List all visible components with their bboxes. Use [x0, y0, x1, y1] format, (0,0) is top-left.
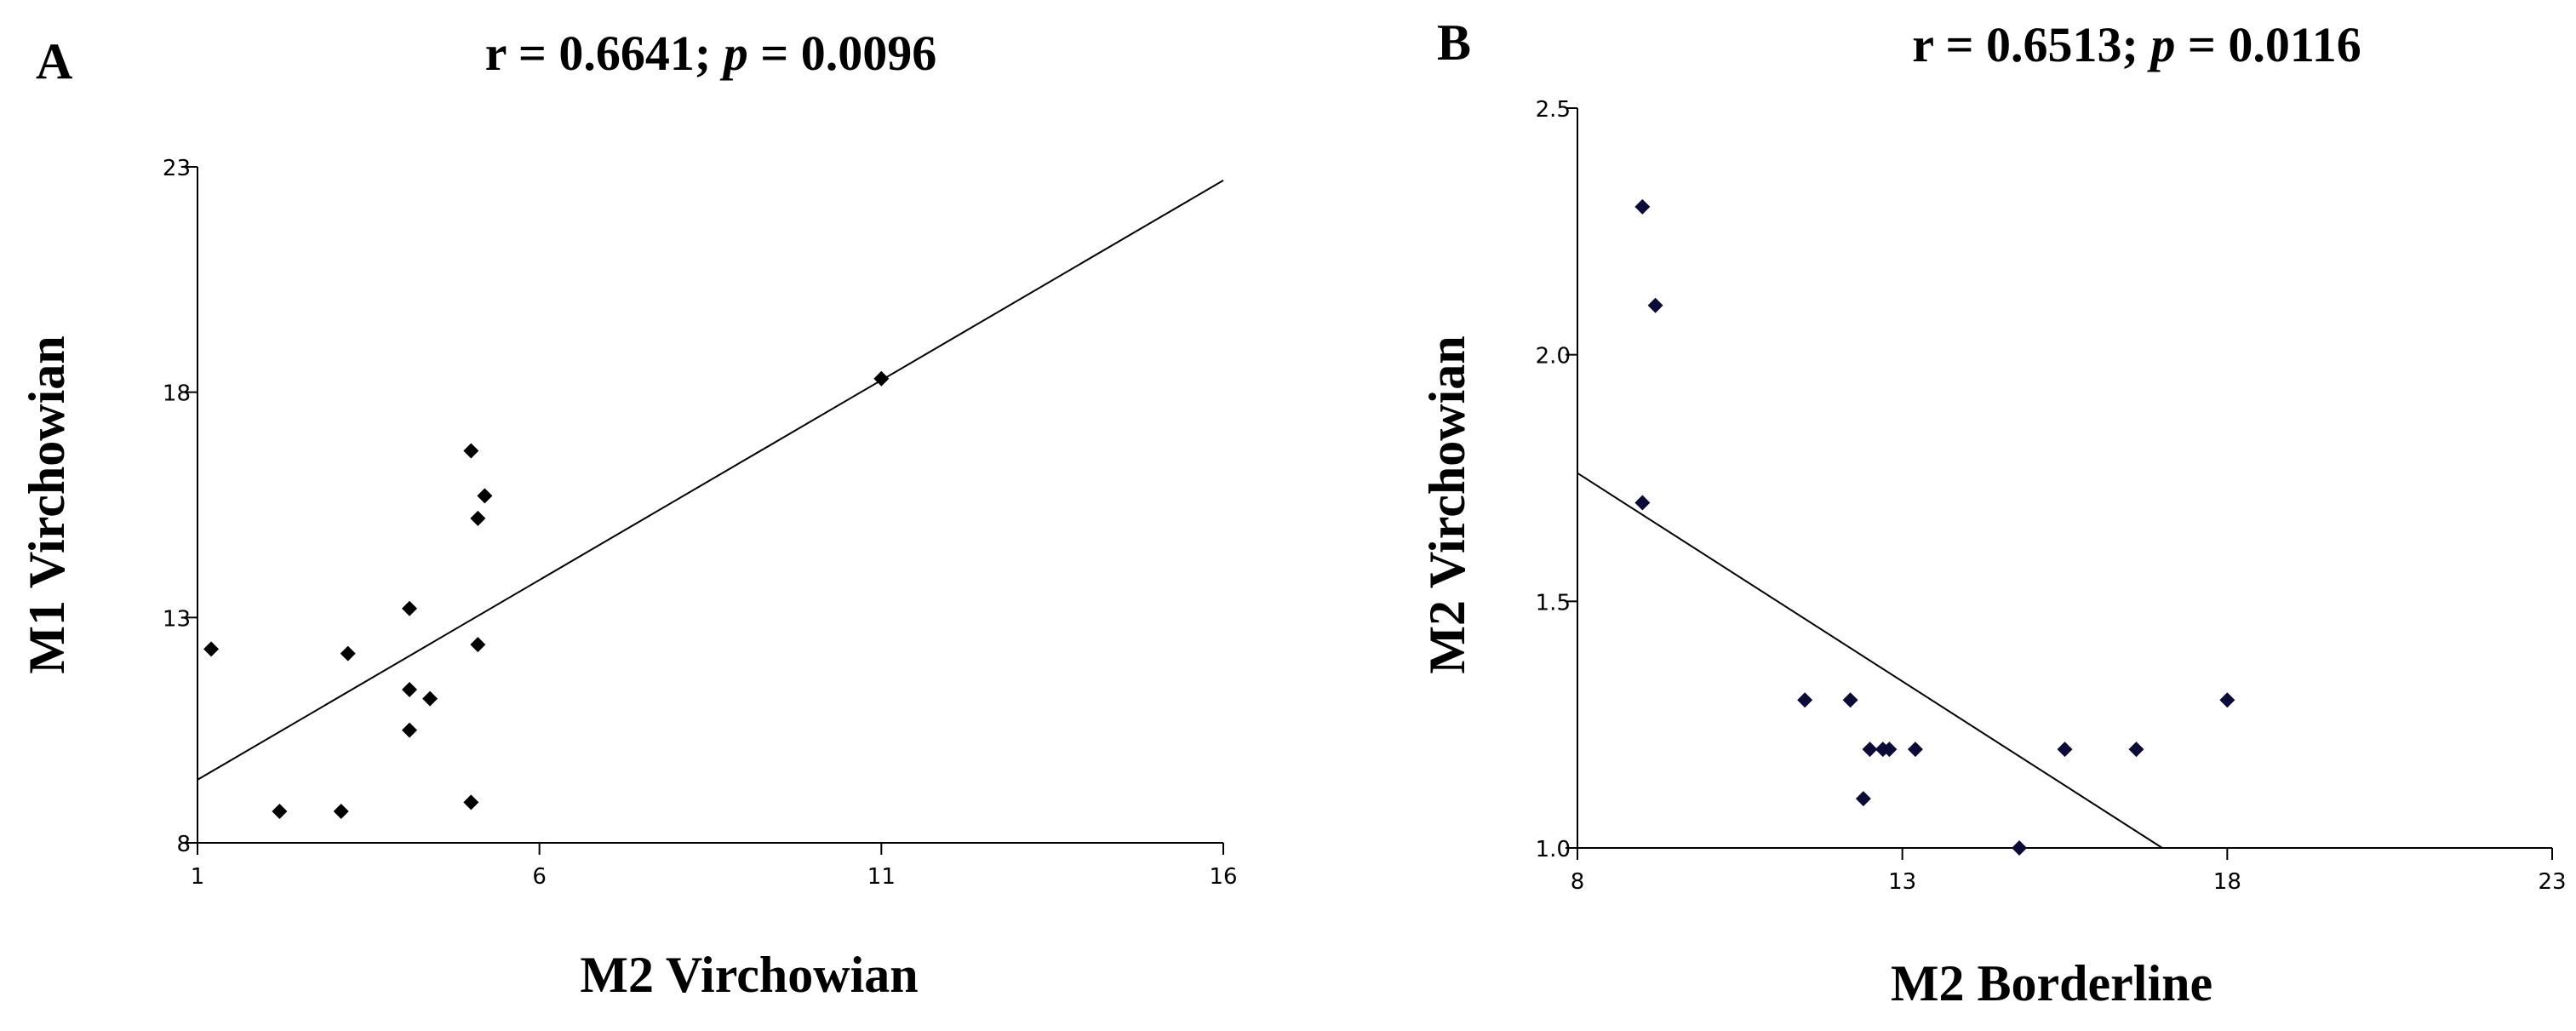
- data-point: [1647, 297, 1663, 313]
- y-tick-label: 2.0: [1536, 344, 1571, 369]
- data-point: [1855, 791, 1871, 807]
- data-point: [1842, 692, 1858, 708]
- y-tick-label: 23: [163, 156, 191, 181]
- panel-letter: B: [1437, 14, 1471, 71]
- title-p: p: [719, 26, 748, 81]
- regression-line: [197, 180, 1224, 781]
- x-tick-label: 1: [191, 864, 205, 890]
- data-point: [873, 370, 890, 387]
- y-tick-label: 8: [176, 832, 191, 857]
- data-point: [402, 722, 418, 738]
- y-tick-label: 13: [163, 606, 191, 632]
- data-point: [340, 645, 356, 662]
- data-point: [2128, 742, 2144, 758]
- title-pvalue: = 0.0116: [2175, 17, 2361, 72]
- title-stat: r = 0.6641;: [485, 26, 724, 81]
- data-point: [1634, 495, 1651, 511]
- x-tick-label: 13: [1888, 869, 1916, 895]
- y-axis-label: M2 Virchowian: [1419, 335, 1475, 673]
- x-axis-label: M2 Virchowian: [580, 947, 918, 1003]
- title-pvalue: = 0.0096: [748, 26, 937, 81]
- y-tick-label: 1.5: [1536, 590, 1571, 616]
- title-p: p: [2146, 17, 2175, 72]
- data-point: [1881, 742, 1898, 758]
- data-point: [477, 488, 493, 504]
- data-point: [402, 600, 418, 616]
- data-point: [1862, 742, 1878, 758]
- x-tick-label: 11: [867, 864, 896, 890]
- regression-line: [1577, 472, 2163, 849]
- x-tick-label: 16: [1209, 864, 1237, 890]
- panel-letter: A: [36, 33, 72, 89]
- data-point: [2219, 692, 2235, 708]
- x-tick-label: 6: [532, 864, 547, 890]
- data-point: [470, 510, 486, 526]
- x-tick-label: 8: [1571, 869, 1585, 895]
- data-point: [333, 803, 349, 819]
- data-point: [422, 690, 438, 707]
- data-point: [470, 637, 486, 653]
- data-point: [1797, 692, 1813, 708]
- chart-title: r = 0.6513; p = 0.0116: [1912, 17, 2361, 72]
- x-tick-label: 18: [2213, 869, 2241, 895]
- data-point: [402, 682, 418, 698]
- y-tick-label: 1.0: [1536, 837, 1571, 862]
- data-point: [2012, 840, 2028, 856]
- data-point: [272, 803, 288, 819]
- data-point: [203, 641, 220, 657]
- data-point: [1634, 198, 1651, 215]
- data-point: [2057, 742, 2073, 758]
- data-point: [463, 443, 479, 459]
- data-point: [1907, 742, 1923, 758]
- chart-title: r = 0.6641; p = 0.0096: [485, 26, 937, 81]
- y-axis-label: M1 Virchowian: [19, 335, 75, 673]
- title-stat: r = 0.6513;: [1912, 17, 2150, 72]
- x-tick-label: 23: [2538, 869, 2566, 895]
- data-point: [463, 794, 479, 810]
- y-tick-label: 2.5: [1536, 97, 1571, 123]
- y-tick-label: 18: [163, 381, 191, 407]
- x-axis-label: M2 Borderline: [1891, 955, 2212, 1011]
